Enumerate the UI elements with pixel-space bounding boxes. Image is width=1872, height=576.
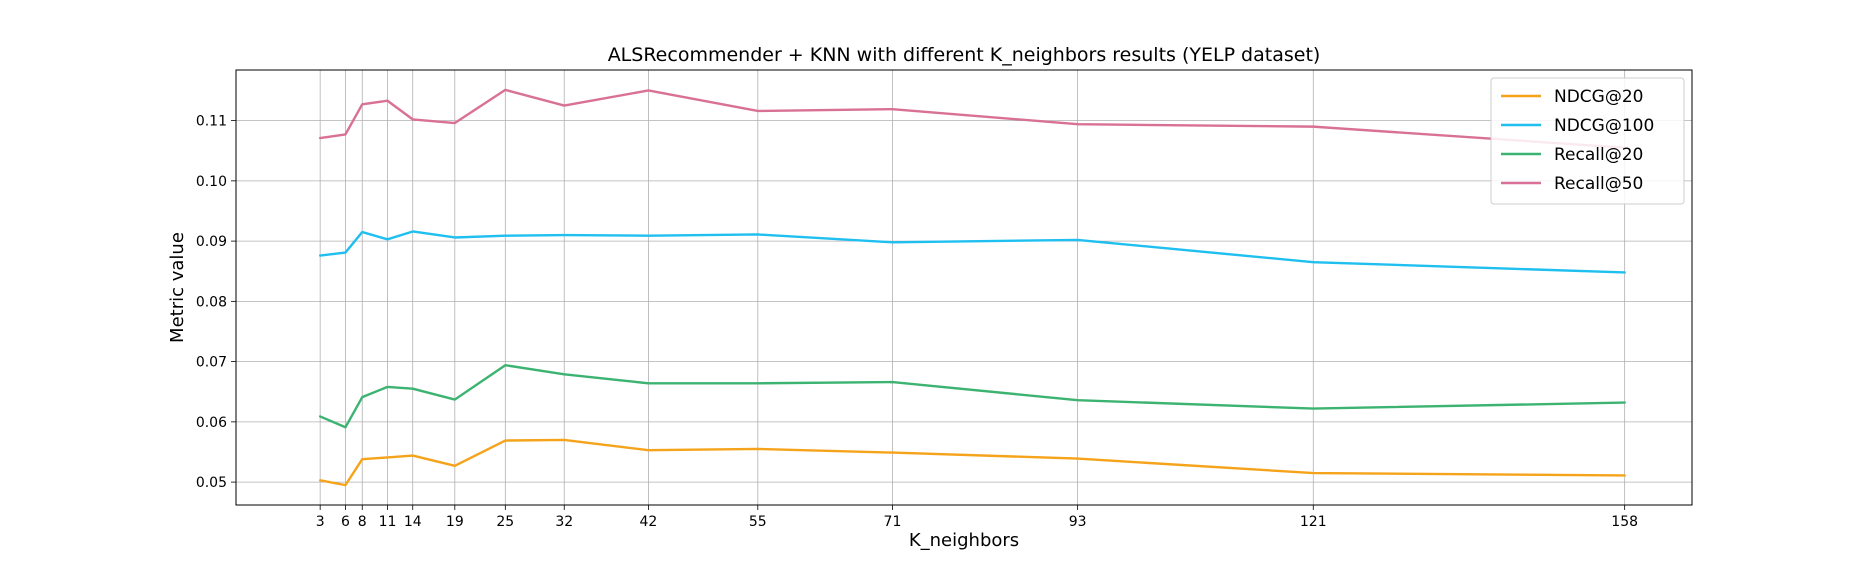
x-tick-label: 158	[1611, 514, 1638, 530]
plot-frame	[235, 69, 1693, 506]
x-tick-label: 55	[749, 514, 767, 530]
legend-label-ndcg-100: NDCG@100	[1554, 116, 1654, 136]
y-tick-label: 0.07	[196, 355, 227, 371]
series-line-recall-50	[318, 88, 1626, 149]
legend-label-recall-20: Recall@20	[1554, 145, 1643, 165]
x-tick-label: 14	[404, 514, 422, 530]
legend-label-ndcg-20: NDCG@20	[1554, 87, 1643, 107]
y-tick-label: 0.08	[196, 294, 227, 310]
x-axis-label: K_neighbors	[909, 530, 1019, 551]
x-tick-label: 6	[341, 514, 350, 530]
y-tick-label: 0.09	[196, 234, 227, 250]
series-line-ndcg-100	[318, 230, 1626, 274]
x-tick-label: 71	[884, 514, 902, 530]
y-tick-label: 0.11	[196, 114, 227, 130]
x-tick-label: 93	[1069, 514, 1087, 530]
x-tick-label: 42	[639, 514, 657, 530]
y-tick-label: 0.06	[196, 415, 227, 431]
axis-ticks: 3 6 8 11 14 19 25 32 42 55 71 93 121 158 0.05 0.06 0.07 0…	[196, 114, 1638, 530]
series-line-recall-20	[318, 364, 1626, 429]
legend-label-recall-50: Recall@50	[1554, 174, 1643, 194]
x-tick-label: 121	[1300, 514, 1327, 530]
legend: NDCG@20 NDCG@100 Recall@20 Recall@50	[1490, 77, 1685, 205]
x-tick-label: 19	[446, 514, 464, 530]
series-lines	[318, 88, 1626, 487]
y-axis-label: Metric value	[167, 232, 188, 343]
x-tick-label: 32	[555, 514, 573, 530]
series-line-ndcg-20	[318, 438, 1626, 487]
x-tick-label: 11	[379, 514, 397, 530]
y-tick-label: 0.10	[196, 174, 227, 190]
grid-lines	[236, 70, 1692, 505]
chart-title: ALSRecommender + KNN with different K_ne…	[608, 44, 1321, 66]
y-tick-label: 0.05	[196, 475, 227, 491]
x-tick-label: 8	[358, 514, 367, 530]
legend-box	[1490, 77, 1685, 205]
x-tick-label: 25	[496, 514, 514, 530]
x-tick-label: 3	[316, 514, 325, 530]
